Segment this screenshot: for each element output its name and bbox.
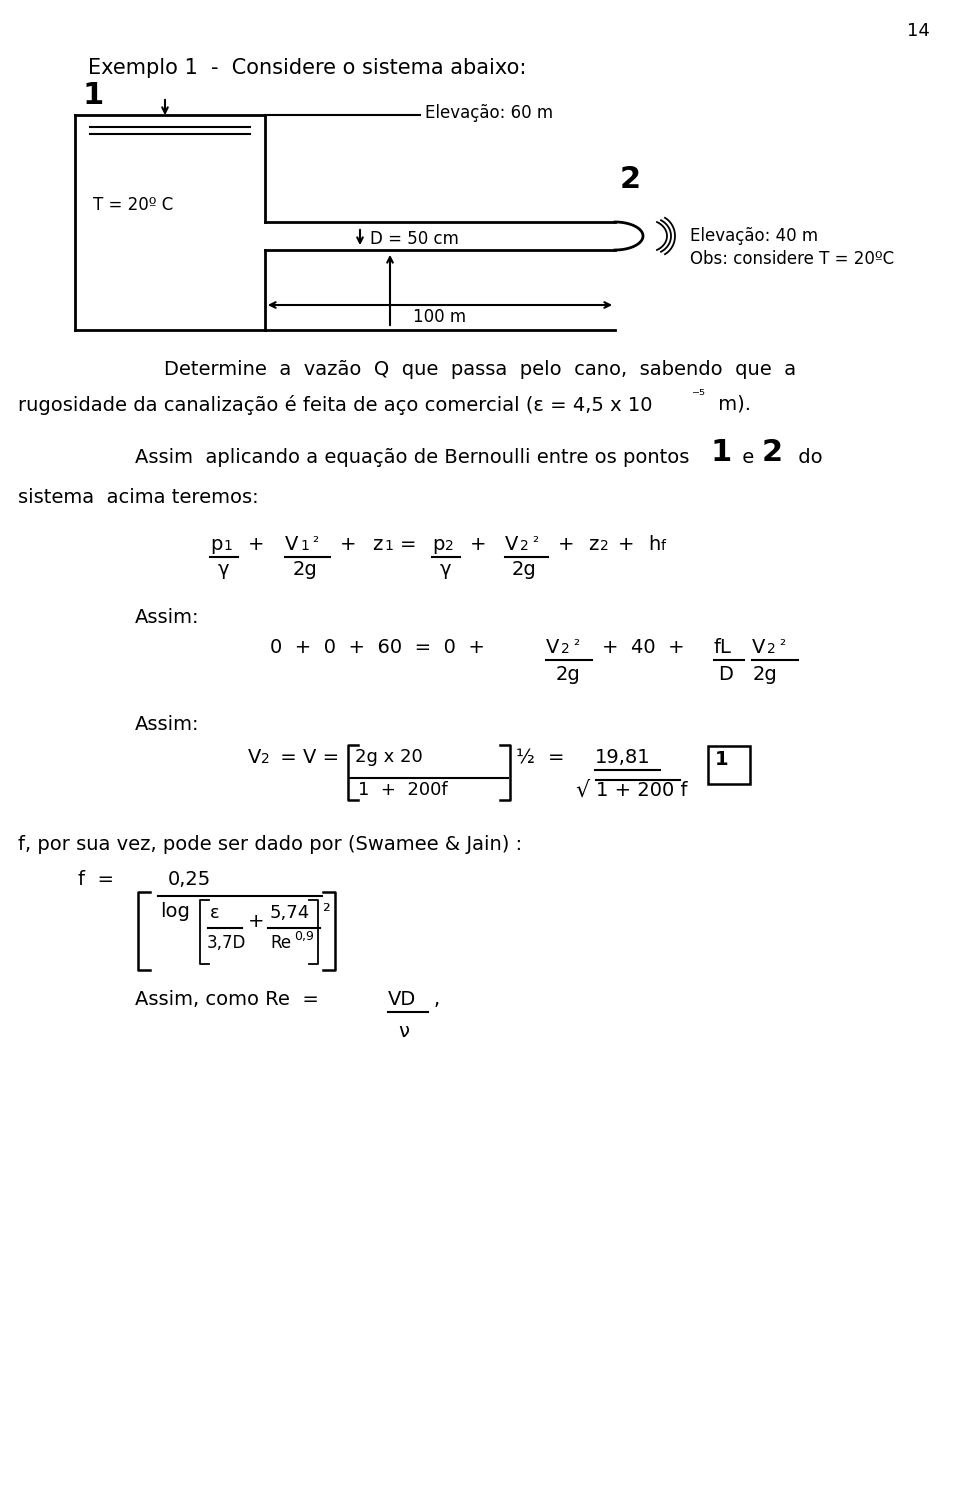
- Text: z: z: [372, 536, 382, 554]
- Text: 100 m: 100 m: [414, 308, 467, 326]
- Text: 2: 2: [561, 641, 569, 656]
- Text: √: √: [575, 782, 589, 801]
- Text: Assim:: Assim:: [135, 715, 200, 733]
- Text: do: do: [792, 448, 823, 466]
- Text: +: +: [618, 536, 635, 554]
- Text: 2g: 2g: [293, 560, 318, 579]
- Text: 1: 1: [715, 750, 729, 770]
- Text: γ: γ: [218, 560, 229, 579]
- Text: 1: 1: [710, 438, 732, 466]
- Text: +: +: [248, 536, 265, 554]
- Text: 1: 1: [300, 539, 309, 552]
- Text: D: D: [718, 665, 732, 684]
- Text: 2: 2: [767, 641, 776, 656]
- Text: ν: ν: [398, 1022, 409, 1041]
- Text: 2g: 2g: [556, 665, 581, 684]
- Text: ²: ²: [573, 638, 579, 653]
- Text: +  40  +: + 40 +: [602, 638, 684, 656]
- Text: ε: ε: [210, 904, 220, 922]
- Text: 2: 2: [620, 164, 641, 195]
- Text: ²: ²: [322, 902, 330, 920]
- Text: VD: VD: [388, 990, 417, 1010]
- Text: p: p: [432, 536, 444, 554]
- Text: Re: Re: [270, 934, 291, 952]
- Text: 2g x 20: 2g x 20: [355, 748, 422, 767]
- Text: V: V: [285, 536, 299, 554]
- Text: D = 50 cm: D = 50 cm: [370, 229, 459, 247]
- Text: 0,25: 0,25: [168, 871, 211, 889]
- Text: sistema  acima teremos:: sistema acima teremos:: [18, 487, 258, 507]
- Text: 2g: 2g: [512, 560, 537, 579]
- Text: 2: 2: [520, 539, 529, 552]
- Text: ²: ²: [532, 536, 539, 549]
- Text: 2: 2: [445, 539, 454, 552]
- Text: ²: ²: [312, 536, 318, 549]
- Text: 1: 1: [83, 81, 105, 110]
- Text: ⁻⁵: ⁻⁵: [692, 388, 706, 403]
- Text: ½: ½: [516, 748, 535, 767]
- Text: Determine  a  vazão  Q  que  passa  pelo  cano,  sabendo  que  a: Determine a vazão Q que passa pelo cano,…: [164, 361, 796, 379]
- Text: Obs: considere T = 20ºC: Obs: considere T = 20ºC: [690, 250, 894, 269]
- Text: =: =: [548, 748, 564, 767]
- Text: 1  +  200f: 1 + 200f: [358, 782, 447, 798]
- Text: 1: 1: [384, 539, 393, 552]
- Text: rugosidade da canalização é feita de aço comercial (ε = 4,5 x 10: rugosidade da canalização é feita de aço…: [18, 395, 653, 415]
- Text: 5,74: 5,74: [270, 904, 310, 922]
- Text: f  =: f =: [78, 871, 114, 889]
- Text: e: e: [736, 448, 760, 466]
- Text: fL: fL: [714, 638, 732, 656]
- Text: Assim:: Assim:: [135, 608, 200, 628]
- Text: 19,81: 19,81: [595, 748, 651, 767]
- Text: 1: 1: [223, 539, 232, 552]
- Text: =: =: [400, 536, 417, 554]
- Text: V: V: [546, 638, 560, 656]
- Text: 2: 2: [600, 539, 609, 552]
- Text: 2: 2: [261, 751, 270, 767]
- Text: 14: 14: [907, 23, 930, 41]
- Text: Assim, como Re  =: Assim, como Re =: [135, 990, 325, 1010]
- Text: log: log: [160, 902, 190, 920]
- Text: 1 + 200 f: 1 + 200 f: [596, 782, 687, 800]
- Text: Elevação: 60 m: Elevação: 60 m: [425, 104, 553, 122]
- Text: z: z: [588, 536, 598, 554]
- Text: +: +: [340, 536, 356, 554]
- Text: +: +: [558, 536, 574, 554]
- Text: p: p: [210, 536, 223, 554]
- Text: h: h: [648, 536, 660, 554]
- Text: f, por sua vez, pode ser dado por (Swamee & Jain) :: f, por sua vez, pode ser dado por (Swame…: [18, 834, 522, 854]
- Text: +: +: [470, 536, 487, 554]
- Text: Elevação: 40 m: Elevação: 40 m: [690, 226, 818, 244]
- Text: f: f: [661, 539, 666, 552]
- Text: γ: γ: [440, 560, 451, 579]
- Text: 2: 2: [762, 438, 783, 466]
- Text: T = 20º C: T = 20º C: [93, 196, 173, 214]
- Text: 3,7D: 3,7D: [207, 934, 247, 952]
- Text: ²: ²: [779, 638, 785, 653]
- Text: V: V: [752, 638, 765, 656]
- Text: m).: m).: [712, 395, 751, 413]
- Text: +: +: [248, 911, 265, 931]
- Text: 0,9: 0,9: [294, 930, 314, 943]
- Text: 0  +  0  +  60  =  0  +: 0 + 0 + 60 = 0 +: [270, 638, 485, 656]
- Text: Assim  aplicando a equação de Bernoulli entre os pontos: Assim aplicando a equação de Bernoulli e…: [135, 448, 696, 466]
- Text: 2g: 2g: [753, 665, 778, 684]
- Text: ,: ,: [434, 990, 440, 1010]
- Text: V: V: [505, 536, 518, 554]
- Text: = V =: = V =: [274, 748, 339, 767]
- Text: V: V: [248, 748, 261, 767]
- Text: Exemplo 1  -  Considere o sistema abaixo:: Exemplo 1 - Considere o sistema abaixo:: [88, 57, 526, 78]
